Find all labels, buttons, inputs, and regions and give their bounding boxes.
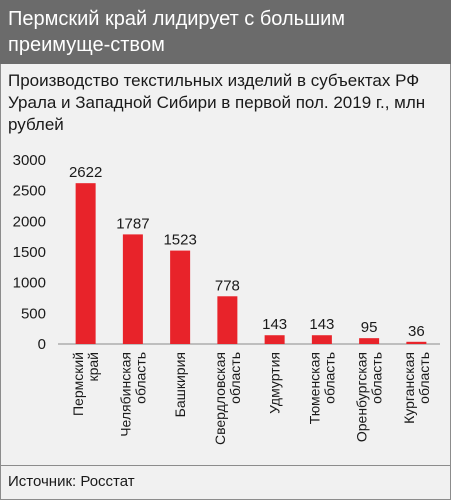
y-tick-label: 1500 xyxy=(13,244,46,261)
data-label: 1787 xyxy=(116,215,149,232)
bar xyxy=(264,335,285,344)
y-tick-label: 3000 xyxy=(13,152,46,169)
header-banner: Пермский край лидирует с большим преимущ… xyxy=(0,0,451,64)
data-label: 143 xyxy=(309,316,334,333)
bar xyxy=(311,335,332,344)
x-tick-label: Пермскийкрай xyxy=(70,352,101,416)
bar xyxy=(122,234,143,344)
bar xyxy=(359,338,380,344)
y-tick-label: 500 xyxy=(21,305,46,322)
header-title: Пермский край лидирует с большим преимущ… xyxy=(8,8,346,56)
x-tick-label: Оренбургскаяобласть xyxy=(354,352,385,442)
x-tick-label: Курганскаяобласть xyxy=(401,352,432,424)
bar xyxy=(170,250,191,344)
data-label: 778 xyxy=(215,277,240,294)
source-note: Источник: Росстат xyxy=(8,473,135,490)
bar xyxy=(217,296,238,344)
bar xyxy=(75,183,96,344)
x-tick-label: Удмуртия xyxy=(267,352,283,414)
data-label: 1523 xyxy=(163,232,196,249)
chart-title: Производство текстильных изделий в субъе… xyxy=(8,71,426,134)
x-tick-label: Свердловскаяобласть xyxy=(212,352,243,445)
bar-chart: 0 500 1000 1500 2000 2500 3000 2622 Пермскийкрай… xyxy=(13,152,440,445)
y-tick-label: 2000 xyxy=(13,213,46,230)
divider xyxy=(0,465,451,466)
x-tick-label: Тюменскаяобласть xyxy=(306,352,337,424)
x-tick-label: Челябинскаяобласть xyxy=(117,352,148,437)
y-tick-label: 0 xyxy=(38,336,46,353)
y-tick-label: 2500 xyxy=(13,183,46,200)
data-label: 95 xyxy=(361,319,378,336)
data-label: 2622 xyxy=(69,164,102,181)
y-tick-label: 1000 xyxy=(13,275,46,292)
x-tick-label: Башкирия xyxy=(172,352,188,417)
bar xyxy=(406,341,427,344)
data-label: 36 xyxy=(408,323,425,340)
data-label: 143 xyxy=(262,316,287,333)
